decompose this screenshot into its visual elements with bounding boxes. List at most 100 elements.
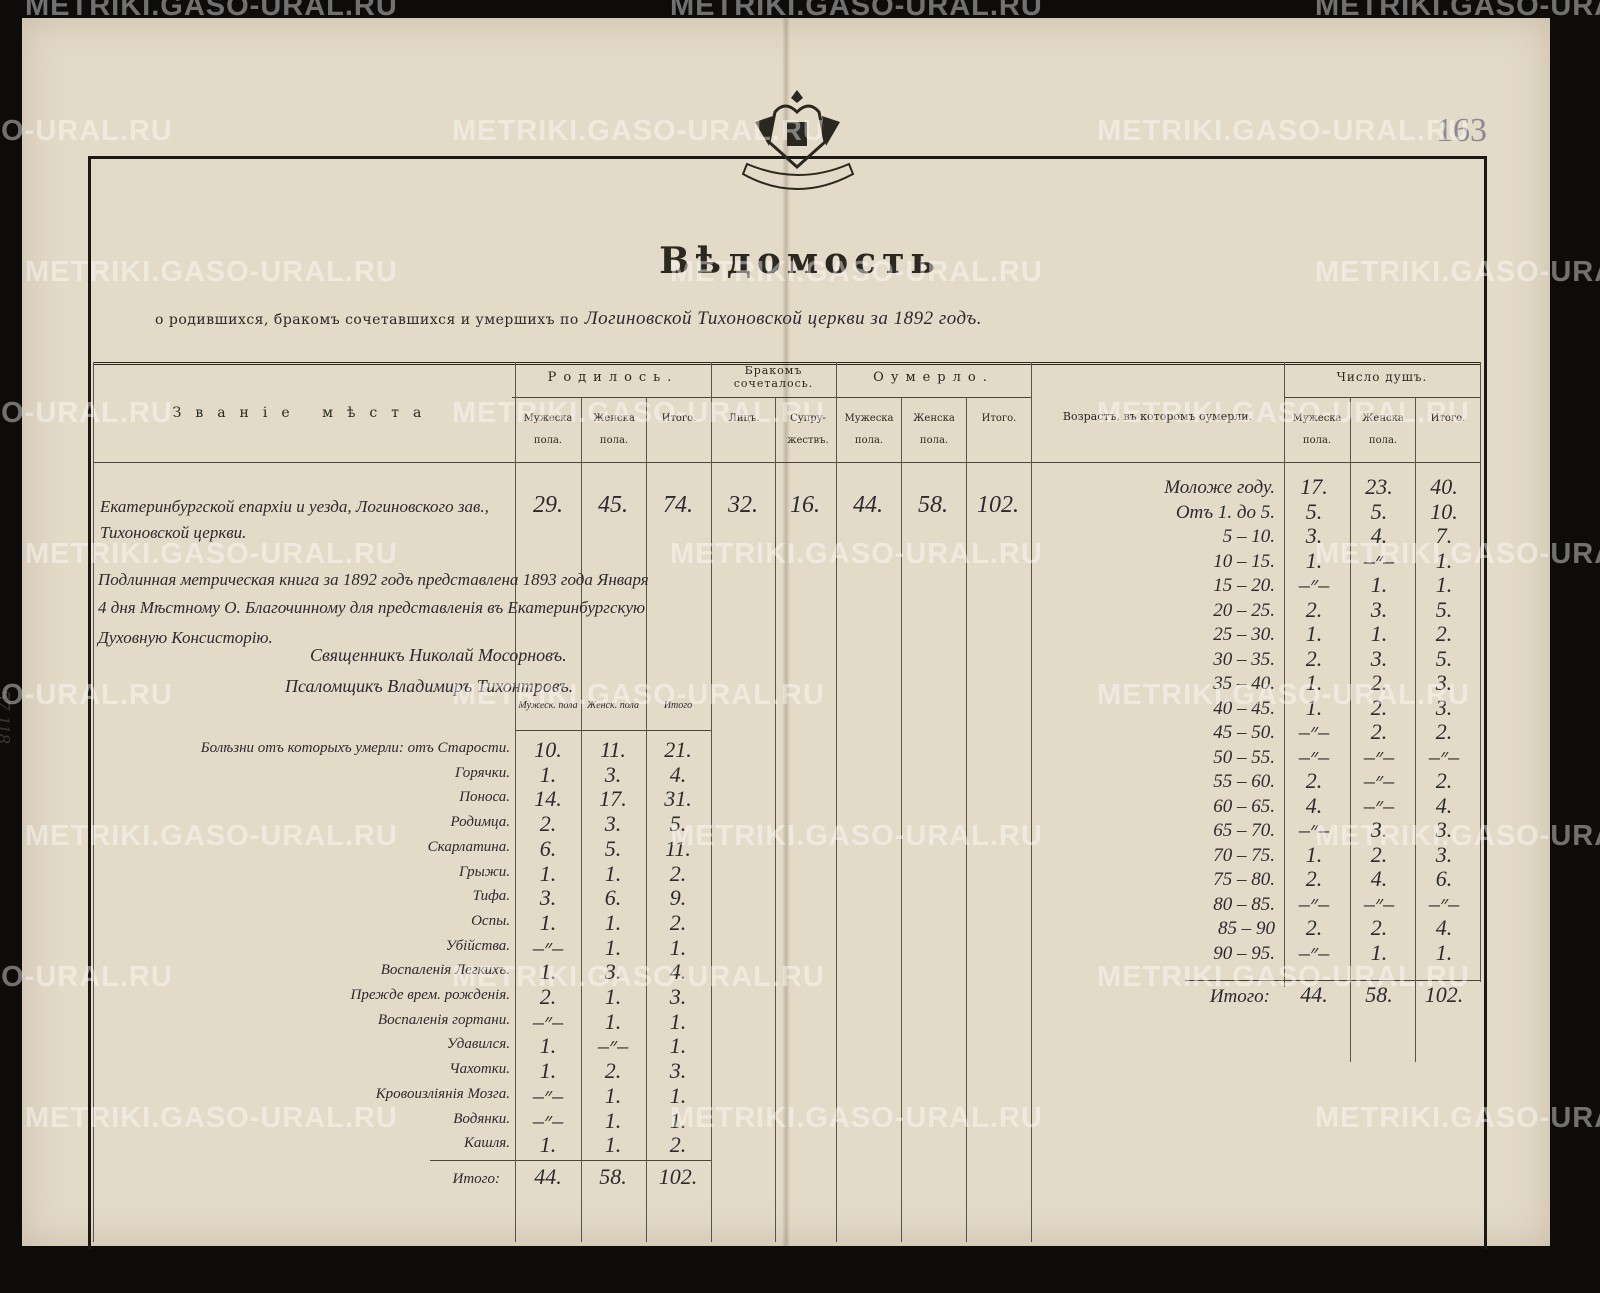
- age-value-f: –״–: [1363, 547, 1395, 573]
- disease-name: Воспаленія гортани.: [377, 1011, 510, 1028]
- disease-value-t: 1.: [669, 1082, 687, 1108]
- subheader-total: Итого.: [1430, 413, 1466, 424]
- age-value-t: 2.: [1435, 768, 1453, 793]
- age-value-m: –״–: [1298, 572, 1330, 597]
- value-died-total: 102.: [977, 492, 1019, 518]
- subtitle-handwritten: Логиновской Тихоновской церкви за 1892 г…: [584, 308, 982, 329]
- page-number: 163: [1436, 112, 1487, 149]
- age-range: 15 – 20.: [1213, 575, 1275, 596]
- age-range: 85 – 90: [1218, 918, 1275, 939]
- age-range: Отъ 1. до 5.: [1175, 501, 1275, 523]
- disease-total-m: 44.: [534, 1164, 562, 1189]
- emblem-seal-icon: [741, 90, 855, 190]
- age-value-t: 2.: [1435, 621, 1453, 646]
- age-range: 55 – 60.: [1213, 771, 1275, 792]
- disease-value-f: 17.: [599, 786, 627, 812]
- age-range: Моложе году.: [1164, 477, 1275, 498]
- disease-value-t: 2.: [669, 1132, 687, 1158]
- disease-value-t: 11.: [665, 835, 691, 861]
- document-subtitle: о родившихся, бракомъ сочетавшихся и уме…: [155, 308, 982, 330]
- subheader-male: Мужеска пола.: [844, 413, 894, 446]
- disease-value-f: 6.: [604, 885, 622, 911]
- disease-value-f: 1.: [604, 909, 622, 935]
- age-value-t: 10.: [1430, 498, 1458, 524]
- age-value-m: 1.: [1305, 841, 1323, 867]
- disease-name: Скарлатина.: [427, 838, 510, 855]
- age-value-t: 3.: [1435, 841, 1453, 867]
- age-total-t: 102.: [1424, 982, 1464, 1007]
- age-value-m: 2.: [1305, 915, 1323, 940]
- disease-name: Удавился.: [446, 1036, 510, 1053]
- disease-value-t: 1.: [669, 934, 687, 960]
- value-died-male: 44.: [853, 492, 883, 518]
- age-value-m: 1.: [1305, 694, 1323, 720]
- age-range: 5 – 10.: [1222, 526, 1275, 547]
- disease-value-t: 1.: [669, 1033, 687, 1059]
- disease-value-m: –״–: [532, 1082, 564, 1108]
- age-range: 90 – 95.: [1213, 942, 1275, 964]
- disease-value-f: 1.: [604, 1107, 622, 1133]
- age-value-f: 3.: [1370, 817, 1388, 842]
- disease-value-f: 1.: [604, 934, 622, 960]
- age-value-f: 2.: [1370, 719, 1388, 744]
- age-value-t: 1.: [1435, 572, 1453, 597]
- disease-value-f: 2.: [604, 1058, 622, 1084]
- disease-name: Тифа.: [472, 888, 510, 905]
- age-value-m: 4.: [1305, 792, 1323, 818]
- disease-value-t: 31.: [664, 786, 692, 812]
- age-value-f: 4.: [1370, 866, 1388, 891]
- age-value-f: 2.: [1370, 841, 1388, 867]
- disease-value-m: –״–: [532, 934, 564, 960]
- disease-name: Поноса.: [459, 789, 510, 806]
- age-value-t: –״–: [1428, 890, 1460, 916]
- subtitle-printed: о родившихся, бракомъ сочетавшихся и уме…: [155, 312, 579, 328]
- age-total-m: 44.: [1300, 982, 1328, 1007]
- disease-value-m: 1.: [539, 1058, 557, 1084]
- disease-value-f: 1.: [604, 1132, 622, 1158]
- age-range: 35 – 40.: [1213, 673, 1275, 694]
- note-line-2: 4 дня Мѣстному О. Благочинному для предс…: [98, 598, 645, 617]
- age-value-t: 1.: [1435, 939, 1453, 965]
- age-value-m: 5.: [1305, 498, 1323, 524]
- age-value-t: 7.: [1435, 523, 1453, 548]
- disease-value-t: 1.: [669, 1008, 687, 1034]
- age-value-f: 2.: [1370, 670, 1388, 695]
- disease-name: Прежде врем. рожденія.: [350, 987, 510, 1003]
- age-value-m: 1.: [1305, 670, 1323, 695]
- disease-total-label: Итого:: [452, 1171, 500, 1187]
- disease-value-t: 2.: [669, 860, 687, 886]
- document-page: [22, 18, 1550, 1246]
- age-value-m: 2.: [1305, 866, 1323, 891]
- disease-name: Кровоизліянія Мозга.: [375, 1085, 510, 1102]
- disease-name: Чахотки.: [449, 1061, 510, 1078]
- age-range: 50 – 55.: [1213, 746, 1275, 768]
- disease-name: Родимца.: [450, 814, 510, 831]
- age-value-m: 17.: [1300, 474, 1328, 499]
- disease-value-t: 2.: [669, 909, 687, 935]
- subheader-female: Женска пола.: [1362, 413, 1404, 446]
- age-value-t: 5.: [1435, 596, 1453, 622]
- value-born-female: 45.: [598, 492, 628, 518]
- disease-value-t: 5.: [669, 811, 687, 837]
- value-married-couples: 16.: [790, 492, 820, 518]
- subheader-total: Итого.: [981, 413, 1017, 424]
- disease-total-f: 58.: [599, 1164, 627, 1189]
- subheader-female: Женска пола.: [913, 413, 955, 446]
- age-range: 10 – 15.: [1213, 550, 1275, 572]
- disease-value-f: 1.: [604, 1082, 622, 1108]
- disease-value-m: 1.: [539, 1132, 557, 1158]
- disease-value-m: 1.: [539, 1033, 557, 1059]
- disease-value-m: 3.: [539, 885, 557, 911]
- disease-value-t: 9.: [669, 885, 687, 911]
- disease-name: Болѣзни отъ которыхъ умерли: отъ Старост…: [200, 740, 510, 756]
- header-age: Возрастъ, въ которомъ оумерли.: [1062, 410, 1253, 423]
- age-value-m: 2.: [1305, 768, 1323, 793]
- age-value-m: 3.: [1305, 523, 1323, 548]
- disease-value-t: 1.: [669, 1107, 687, 1133]
- disease-value-t: 4.: [669, 959, 687, 985]
- age-range: 20 – 25.: [1213, 599, 1275, 621]
- disease-value-m: 2.: [539, 984, 557, 1009]
- page-fold: [782, 18, 790, 1246]
- disease-value-f: 3.: [604, 761, 622, 787]
- age-value-m: –״–: [1298, 939, 1330, 965]
